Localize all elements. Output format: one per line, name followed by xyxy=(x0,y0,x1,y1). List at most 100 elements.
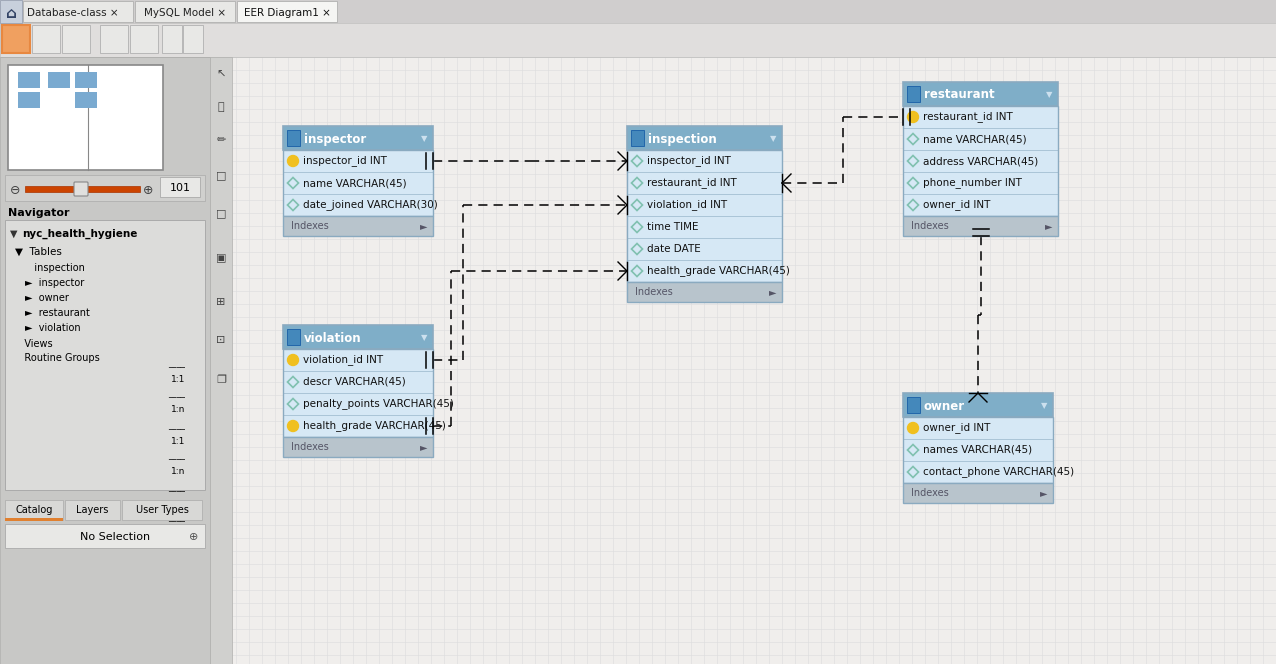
Circle shape xyxy=(907,112,919,122)
Text: Catalog: Catalog xyxy=(15,505,52,515)
Text: Indexes: Indexes xyxy=(911,488,949,498)
Text: violation_id INT: violation_id INT xyxy=(302,355,383,365)
FancyBboxPatch shape xyxy=(18,92,40,108)
FancyBboxPatch shape xyxy=(5,500,63,520)
Text: ▼  Tables: ▼ Tables xyxy=(15,247,61,257)
FancyBboxPatch shape xyxy=(5,524,205,548)
Circle shape xyxy=(907,422,919,434)
FancyBboxPatch shape xyxy=(75,72,97,88)
Text: ⌂: ⌂ xyxy=(5,5,17,21)
Text: ▼: ▼ xyxy=(421,135,427,143)
Text: owner_id INT: owner_id INT xyxy=(923,422,990,434)
Text: Layers: Layers xyxy=(77,505,108,515)
Text: n:m: n:m xyxy=(171,499,189,509)
FancyBboxPatch shape xyxy=(122,500,202,520)
FancyBboxPatch shape xyxy=(5,220,205,490)
Text: nyc_health_hygiene: nyc_health_hygiene xyxy=(22,229,138,239)
Text: health_grade VARCHAR(45): health_grade VARCHAR(45) xyxy=(647,266,790,276)
FancyBboxPatch shape xyxy=(627,126,782,150)
Text: penalty_points VARCHAR(45): penalty_points VARCHAR(45) xyxy=(302,398,454,410)
Text: ────: ──── xyxy=(168,519,185,525)
Text: ▼: ▼ xyxy=(1040,402,1048,410)
Text: ►  restaurant: ► restaurant xyxy=(26,308,89,318)
Text: 1:n: 1:n xyxy=(171,406,185,414)
FancyBboxPatch shape xyxy=(100,25,128,53)
FancyBboxPatch shape xyxy=(237,1,337,22)
FancyBboxPatch shape xyxy=(211,57,232,664)
FancyBboxPatch shape xyxy=(903,106,1058,216)
Text: ✋: ✋ xyxy=(218,102,225,112)
Text: Database-class ×: Database-class × xyxy=(27,8,119,18)
Text: ⊖: ⊖ xyxy=(10,183,20,197)
FancyBboxPatch shape xyxy=(130,25,158,53)
FancyBboxPatch shape xyxy=(75,92,97,108)
Text: inspection: inspection xyxy=(648,133,717,145)
Text: inspection: inspection xyxy=(26,263,85,273)
Text: ❐: ❐ xyxy=(216,375,226,385)
Circle shape xyxy=(287,420,299,432)
Text: inspector: inspector xyxy=(304,133,366,145)
Text: 101: 101 xyxy=(170,183,190,193)
Text: violation: violation xyxy=(304,331,361,345)
FancyBboxPatch shape xyxy=(0,23,1276,57)
Text: contact_phone VARCHAR(45): contact_phone VARCHAR(45) xyxy=(923,467,1074,477)
Text: ►: ► xyxy=(420,221,427,231)
FancyBboxPatch shape xyxy=(903,82,1058,106)
Text: restaurant_id INT: restaurant_id INT xyxy=(647,177,736,189)
FancyBboxPatch shape xyxy=(5,175,205,201)
Text: time TIME: time TIME xyxy=(647,222,698,232)
Text: ▼: ▼ xyxy=(421,333,427,343)
Circle shape xyxy=(287,355,299,365)
FancyBboxPatch shape xyxy=(903,483,1053,503)
FancyBboxPatch shape xyxy=(160,177,200,197)
Text: descr VARCHAR(45): descr VARCHAR(45) xyxy=(302,377,406,387)
FancyBboxPatch shape xyxy=(907,397,920,413)
Text: names VARCHAR(45): names VARCHAR(45) xyxy=(923,445,1032,455)
FancyBboxPatch shape xyxy=(32,25,60,53)
FancyBboxPatch shape xyxy=(0,0,22,23)
Text: restaurant_id INT: restaurant_id INT xyxy=(923,112,1013,122)
FancyBboxPatch shape xyxy=(162,25,182,53)
Text: No Selection: No Selection xyxy=(80,532,151,542)
Text: inspector_id INT: inspector_id INT xyxy=(647,155,731,167)
Text: ►: ► xyxy=(1045,221,1051,231)
Text: Indexes: Indexes xyxy=(911,221,949,231)
FancyBboxPatch shape xyxy=(283,216,433,236)
FancyBboxPatch shape xyxy=(903,216,1058,236)
FancyBboxPatch shape xyxy=(627,150,782,282)
Text: name VARCHAR(45): name VARCHAR(45) xyxy=(923,134,1027,144)
FancyBboxPatch shape xyxy=(63,25,91,53)
Text: 1:n: 1:n xyxy=(171,529,185,539)
FancyBboxPatch shape xyxy=(907,86,920,102)
FancyBboxPatch shape xyxy=(287,130,300,146)
Text: Routine Groups: Routine Groups xyxy=(15,353,100,363)
FancyBboxPatch shape xyxy=(18,72,40,88)
FancyBboxPatch shape xyxy=(0,57,211,664)
Text: owner_id INT: owner_id INT xyxy=(923,200,990,210)
FancyBboxPatch shape xyxy=(182,25,203,53)
FancyBboxPatch shape xyxy=(627,282,782,302)
FancyBboxPatch shape xyxy=(283,150,433,216)
Text: Indexes: Indexes xyxy=(291,442,329,452)
FancyBboxPatch shape xyxy=(283,325,433,349)
FancyBboxPatch shape xyxy=(74,182,88,196)
Text: ────: ──── xyxy=(168,365,185,371)
Text: □: □ xyxy=(216,208,226,218)
Text: inspector_id INT: inspector_id INT xyxy=(302,155,387,167)
Text: ✏: ✏ xyxy=(217,135,226,145)
Text: 1:1: 1:1 xyxy=(171,376,185,384)
FancyBboxPatch shape xyxy=(903,417,1053,483)
Text: ►: ► xyxy=(420,442,427,452)
Text: ────: ──── xyxy=(168,457,185,463)
Text: Indexes: Indexes xyxy=(635,287,672,297)
Text: name VARCHAR(45): name VARCHAR(45) xyxy=(302,178,407,188)
Text: ►  owner: ► owner xyxy=(26,293,69,303)
Text: address VARCHAR(45): address VARCHAR(45) xyxy=(923,156,1039,166)
Text: violation_id INT: violation_id INT xyxy=(647,200,727,210)
Text: restaurant: restaurant xyxy=(924,88,994,102)
Text: ▼: ▼ xyxy=(1045,90,1051,100)
Text: ▣: ▣ xyxy=(216,253,226,263)
Text: EER Diagram1 ×: EER Diagram1 × xyxy=(244,8,330,18)
Text: 1:1: 1:1 xyxy=(171,438,185,446)
FancyBboxPatch shape xyxy=(5,518,63,521)
